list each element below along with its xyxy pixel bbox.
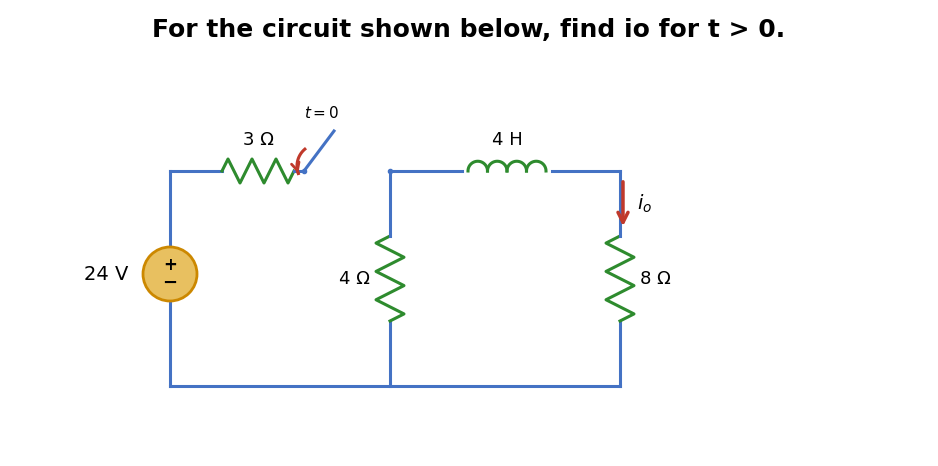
Text: 4 H: 4 H (492, 131, 522, 149)
Text: −: − (162, 274, 177, 292)
Text: For the circuit shown below, find io for t > 0.: For the circuit shown below, find io for… (153, 18, 785, 42)
Text: $t = 0$: $t = 0$ (304, 105, 340, 121)
Text: 4 Ω: 4 Ω (339, 269, 370, 288)
Text: $i_o$: $i_o$ (637, 193, 652, 215)
Text: 8 Ω: 8 Ω (640, 269, 671, 288)
Text: +: + (163, 256, 177, 274)
Text: 3 Ω: 3 Ω (243, 131, 274, 149)
Circle shape (143, 247, 197, 301)
Text: 24 V: 24 V (83, 265, 128, 283)
